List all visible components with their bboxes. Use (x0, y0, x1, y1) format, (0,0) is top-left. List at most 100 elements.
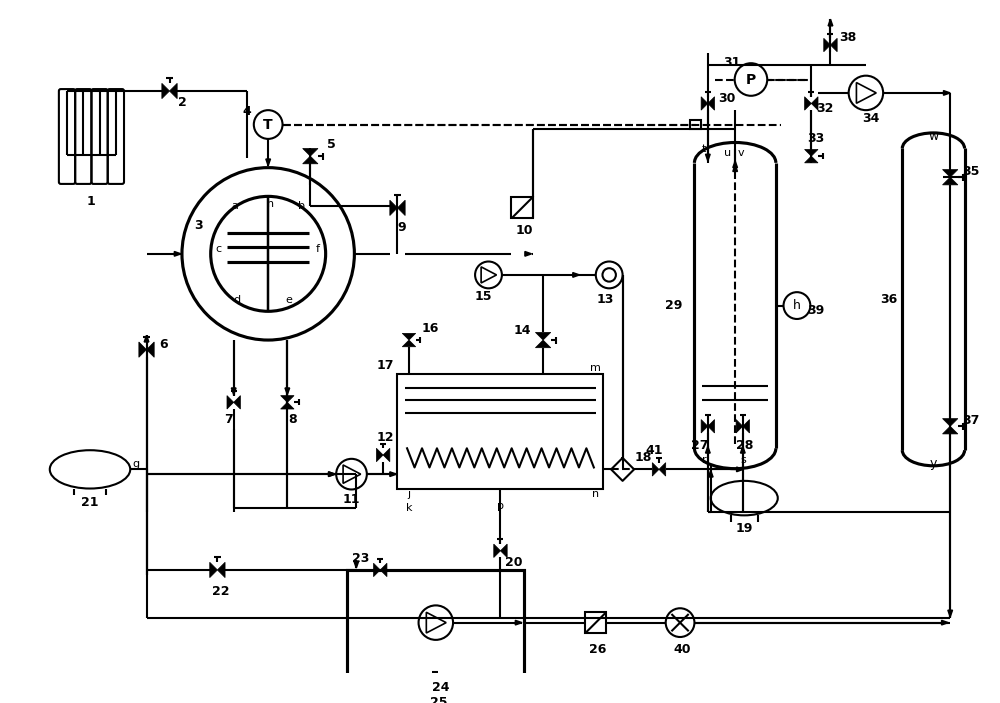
Polygon shape (376, 449, 383, 462)
Polygon shape (535, 333, 551, 340)
Polygon shape (830, 39, 837, 52)
Text: T: T (263, 117, 273, 131)
Text: 28: 28 (736, 439, 753, 452)
Text: 31: 31 (723, 56, 740, 69)
Text: 25: 25 (430, 696, 448, 703)
Text: 9: 9 (397, 221, 406, 233)
Text: 27: 27 (691, 439, 709, 452)
Text: a: a (231, 201, 238, 211)
Text: 2: 2 (178, 96, 186, 109)
Polygon shape (701, 420, 708, 433)
Polygon shape (374, 563, 380, 576)
Polygon shape (535, 340, 551, 348)
Polygon shape (281, 402, 294, 409)
Text: f: f (316, 244, 320, 254)
Polygon shape (402, 333, 416, 340)
Text: 21: 21 (81, 496, 99, 510)
Bar (585, 612, 606, 633)
Polygon shape (380, 563, 387, 576)
Text: 8: 8 (288, 413, 296, 426)
Text: 39: 39 (807, 304, 825, 317)
Text: 23: 23 (352, 552, 370, 565)
Polygon shape (281, 396, 294, 402)
Text: 30: 30 (718, 92, 736, 105)
Polygon shape (708, 470, 713, 477)
Polygon shape (329, 472, 335, 477)
Text: h: h (793, 299, 801, 312)
Polygon shape (701, 97, 708, 110)
Text: v: v (738, 148, 744, 158)
Text: 26: 26 (589, 643, 606, 656)
Bar (690, 120, 701, 129)
Text: n: n (592, 489, 599, 499)
Polygon shape (652, 463, 659, 476)
Polygon shape (217, 562, 225, 578)
Polygon shape (943, 177, 958, 185)
Polygon shape (948, 610, 953, 617)
Text: 13: 13 (597, 293, 614, 307)
Text: 5: 5 (327, 138, 336, 151)
Polygon shape (390, 472, 397, 477)
Polygon shape (285, 388, 290, 394)
Polygon shape (743, 420, 750, 433)
Polygon shape (266, 159, 271, 166)
Text: 40: 40 (673, 643, 691, 656)
Text: b: b (298, 201, 305, 211)
Polygon shape (210, 562, 217, 578)
Polygon shape (147, 342, 154, 357)
Bar (511, 198, 533, 219)
Text: 4: 4 (243, 105, 251, 117)
Text: 36: 36 (880, 293, 898, 306)
Text: i: i (407, 363, 411, 373)
Polygon shape (805, 97, 811, 110)
Text: 17: 17 (376, 359, 394, 373)
Polygon shape (708, 97, 715, 110)
Polygon shape (525, 252, 532, 256)
Text: P: P (746, 72, 756, 86)
Text: 12: 12 (376, 431, 394, 444)
Text: c: c (215, 244, 221, 254)
Polygon shape (828, 19, 833, 26)
Polygon shape (402, 340, 416, 347)
Polygon shape (943, 91, 950, 96)
Polygon shape (231, 388, 236, 394)
Polygon shape (227, 396, 234, 409)
Text: 19: 19 (736, 522, 753, 535)
Polygon shape (397, 200, 405, 216)
Text: 3: 3 (194, 219, 203, 231)
Polygon shape (139, 342, 147, 357)
Polygon shape (736, 420, 743, 433)
Text: 37: 37 (963, 414, 980, 427)
Text: j: j (407, 489, 411, 499)
Polygon shape (234, 396, 240, 409)
Text: 32: 32 (816, 102, 833, 115)
Polygon shape (144, 335, 149, 342)
Text: 38: 38 (839, 31, 856, 44)
Text: 34: 34 (862, 112, 879, 125)
Text: d: d (233, 295, 240, 305)
Text: 22: 22 (212, 584, 230, 598)
Text: 18: 18 (635, 451, 652, 465)
Polygon shape (708, 420, 715, 433)
Text: 24: 24 (432, 681, 449, 695)
Polygon shape (303, 156, 318, 164)
Text: p: p (497, 501, 504, 511)
Polygon shape (805, 150, 818, 156)
Text: 1: 1 (87, 195, 95, 207)
Text: h: h (267, 199, 275, 209)
Polygon shape (573, 273, 579, 277)
Bar (347, 570, 524, 676)
Polygon shape (515, 620, 522, 625)
Text: w: w (928, 131, 939, 143)
Text: u: u (724, 148, 731, 158)
Text: s: s (740, 455, 746, 465)
Polygon shape (500, 544, 507, 557)
Polygon shape (737, 467, 743, 472)
Text: t: t (702, 144, 706, 155)
Polygon shape (390, 200, 397, 216)
Polygon shape (354, 561, 359, 568)
Text: 11: 11 (343, 493, 360, 505)
Text: 15: 15 (475, 290, 492, 304)
Polygon shape (942, 620, 948, 625)
Text: 10: 10 (515, 224, 533, 238)
